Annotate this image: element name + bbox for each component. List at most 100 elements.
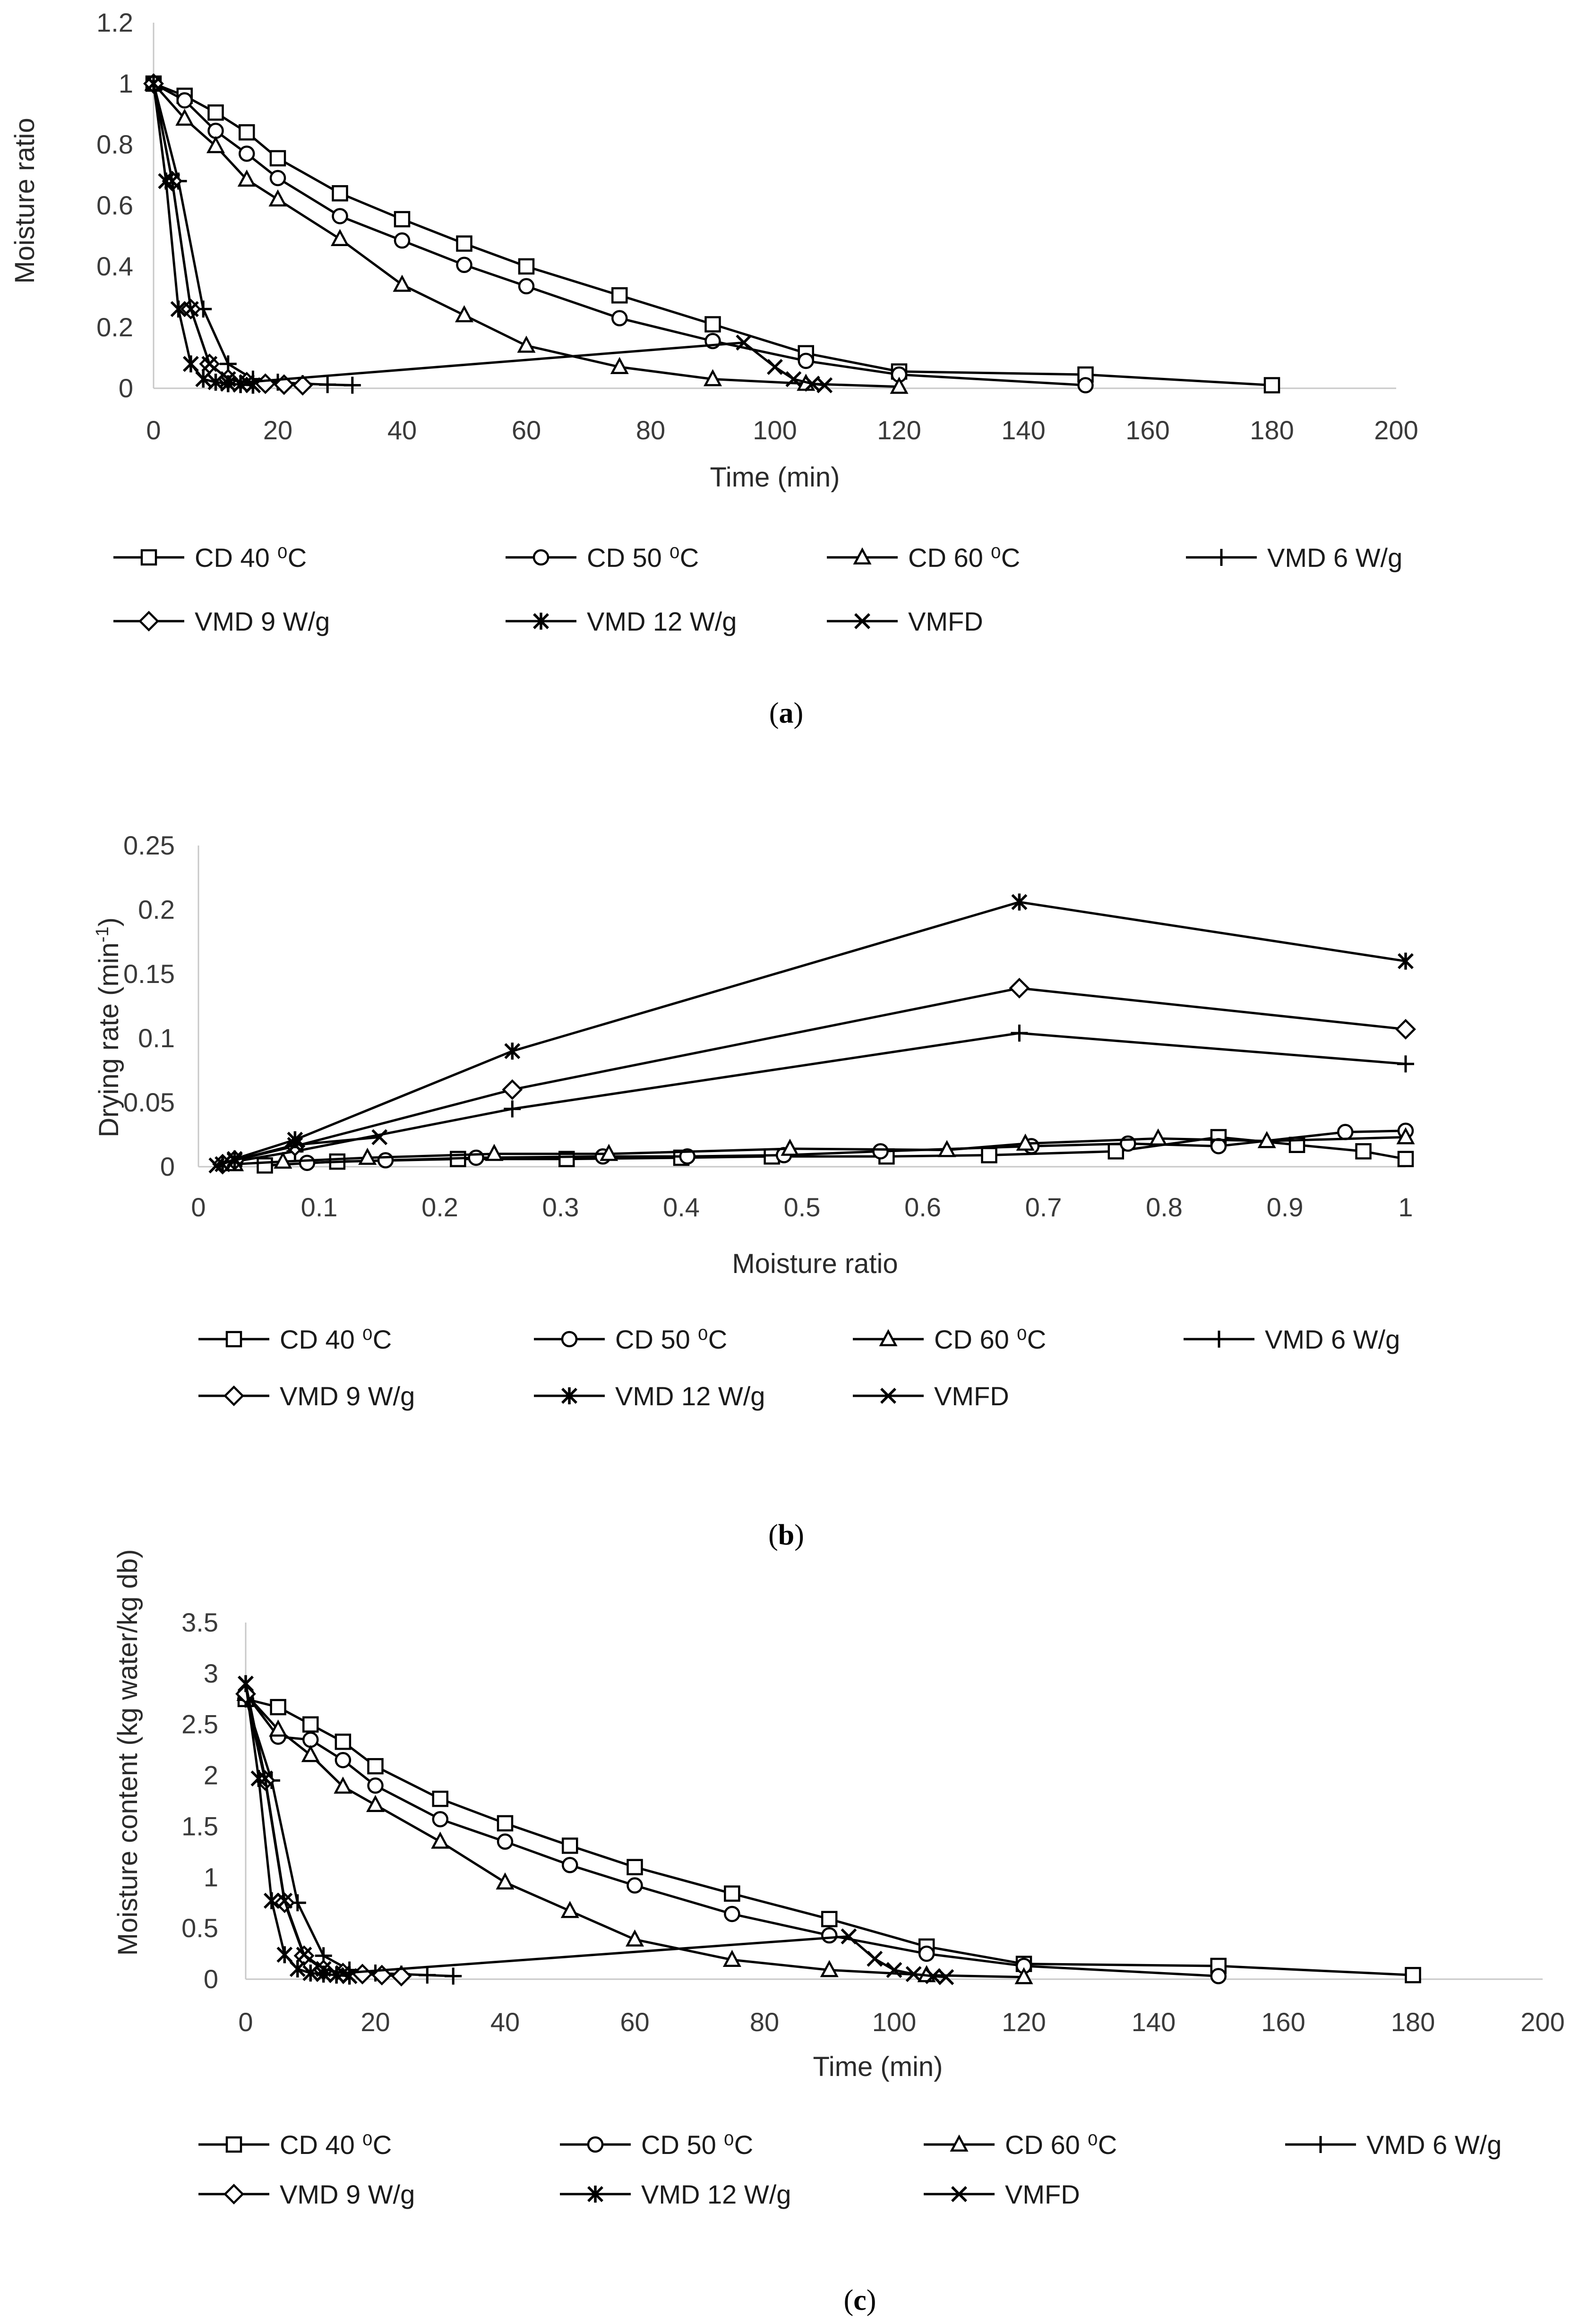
legend-item-vmd-6-w-g: VMD 6 W/g	[1184, 1324, 1400, 1354]
x-axis-label-a: Time (min)	[710, 462, 840, 493]
data-point-cd-50-c	[332, 208, 348, 224]
data-point-vmfd	[867, 1950, 883, 1967]
legend-label: VMD 6 W/g	[1366, 2130, 1502, 2160]
x-tick-label: 1	[1398, 1192, 1413, 1222]
data-point-cd-60-c	[1016, 1133, 1035, 1151]
x-tick-label: 0.8	[1146, 1192, 1183, 1222]
y-tick-label: 0.8	[96, 129, 133, 159]
caption-a-letter: a	[779, 697, 794, 729]
y-tick-label: 0.05	[123, 1087, 175, 1117]
x-tick-label: 140	[1001, 415, 1045, 445]
legend-item-cd-50-c: CD 50 ⁰C	[534, 1324, 727, 1354]
x-tick-label: 80	[750, 2007, 779, 2037]
legend-item-vmd-12-w-g: VMD 12 W/g	[506, 607, 737, 636]
legend-marker-icon	[533, 613, 549, 630]
data-point-cd-50-c	[821, 1927, 838, 1944]
series-line-vmd-9-w-g	[244, 1693, 402, 1977]
caption-a-close: )	[794, 697, 804, 729]
data-point-cd-50-c	[456, 256, 472, 273]
data-point-vmd-9-w-g	[391, 1965, 412, 1987]
data-point-cd-50-c	[918, 1945, 935, 1962]
y-tick-label: 0.4	[96, 251, 133, 281]
series-line-vmd-12-w-g	[244, 1683, 350, 1977]
legend-label: CD 60 ⁰C	[1005, 2130, 1117, 2160]
legend-marker-icon	[587, 2136, 604, 2153]
y-axis-label-b-sup: -1	[93, 926, 112, 942]
legend-item-cd-40-c: CD 40 ⁰C	[198, 2130, 392, 2160]
y-tick-label: 0.1	[138, 1023, 175, 1053]
data-point-cd-40-c	[1263, 377, 1280, 393]
legend-marker-icon	[225, 1331, 242, 1348]
data-point-vmd-6-w-g	[445, 1967, 462, 1985]
x-tick-label: 80	[636, 415, 665, 445]
data-point-cd-60-c	[274, 1151, 292, 1169]
legend-item-vmd-6-w-g: VMD 6 W/g	[1186, 543, 1402, 572]
data-point-vmd-12-w-g	[1011, 893, 1028, 911]
x-tick-label: 200	[1374, 415, 1418, 445]
data-point-vmd-12-w-g	[504, 1042, 521, 1060]
data-point-cd-50-c	[872, 1143, 889, 1160]
data-point-vmd-12-w-g	[195, 370, 212, 388]
data-point-vmfd	[226, 1152, 243, 1169]
data-point-cd-40-c	[207, 104, 224, 121]
legend-item-cd-60-c: CD 60 ⁰C	[827, 543, 1020, 572]
data-point-cd-50-c	[627, 1877, 643, 1894]
legend-marker-icon	[1312, 2136, 1329, 2153]
data-point-cd-60-c	[610, 357, 629, 374]
data-point-vmfd	[335, 1965, 351, 1982]
x-tick-labels-b: 0 0.1 0.2 0.3 0.4 0.5 0.6 0.7 0.8 0.9 1	[191, 1192, 1413, 1222]
data-point-cd-50-c	[518, 278, 535, 295]
data-point-vmfd	[257, 1770, 274, 1786]
y-tick-label: 0.6	[96, 190, 133, 220]
x-tick-label: 160	[1261, 2007, 1305, 2037]
data-point-vmfd	[238, 1675, 254, 1692]
legend-marker-icon	[587, 2186, 603, 2203]
data-point-cd-50-c	[497, 1833, 514, 1850]
legend-label: CD 50 ⁰C	[587, 543, 699, 572]
data-point-vmfd	[925, 1968, 941, 1984]
x-tick-label: 120	[1002, 2007, 1046, 2037]
legend-marker-icon	[950, 2134, 969, 2152]
legend-label: VMD 9 W/g	[280, 1381, 415, 1411]
data-point-cd-50-c	[377, 1152, 394, 1169]
legend-marker-icon	[1210, 1331, 1228, 1348]
data-point-cd-60-c	[517, 335, 536, 353]
legend-marker-icon	[880, 1388, 896, 1404]
x-tick-label: 0.1	[301, 1192, 338, 1222]
x-tick-label: 180	[1250, 415, 1294, 445]
data-point-cd-60-c	[455, 305, 474, 323]
legend-label: VMD 9 W/g	[195, 607, 330, 636]
x-tick-label: 0	[238, 2007, 253, 2037]
data-point-cd-50-c	[724, 1905, 740, 1922]
y-tick-label: 0.15	[123, 959, 175, 989]
legend-item-vmd-6-w-g: VMD 6 W/g	[1285, 2130, 1502, 2160]
data-point-cd-60-c	[366, 1794, 385, 1812]
data-point-cd-50-c	[798, 352, 814, 369]
y-axis-label-a: Moisture ratio	[9, 118, 40, 283]
legend-label: CD 50 ⁰C	[615, 1324, 727, 1354]
caption-c-letter: c	[853, 2284, 867, 2316]
legend-label: CD 60 ⁰C	[934, 1324, 1046, 1354]
legend-item-vmfd: VMFD	[853, 1381, 1009, 1411]
legend-marker-icon	[879, 1329, 898, 1346]
series-line-cd-50-c	[245, 1693, 1219, 1977]
data-point-vmfd	[736, 334, 752, 351]
data-point-cd-50-c	[207, 122, 224, 139]
data-point-vmd-9-w-g	[292, 375, 313, 396]
data-point-cd-60-c	[269, 1719, 288, 1737]
legend-marker-icon	[223, 1385, 244, 1406]
data-point-vmd-12-w-g	[289, 1960, 306, 1978]
data-point-vmfd	[938, 1969, 954, 1985]
y-axis-label-b-main: Drying rate (min	[94, 942, 124, 1137]
x-tick-label: 20	[263, 415, 292, 445]
data-point-cd-40-c	[270, 1699, 286, 1716]
data-point-vmfd	[296, 1947, 312, 1963]
data-point-vmd-6-w-g	[504, 1100, 521, 1118]
data-point-vmd-6-w-g	[1011, 1025, 1028, 1042]
data-point-cd-50-c	[1337, 1124, 1354, 1140]
x-tick-label: 20	[361, 2007, 390, 2037]
data-point-cd-60-c	[301, 1745, 320, 1762]
data-point-vmd-12-w-g	[276, 1946, 293, 1964]
y-axis-label-b-close: )	[94, 917, 124, 926]
data-point-vmfd	[785, 371, 802, 387]
